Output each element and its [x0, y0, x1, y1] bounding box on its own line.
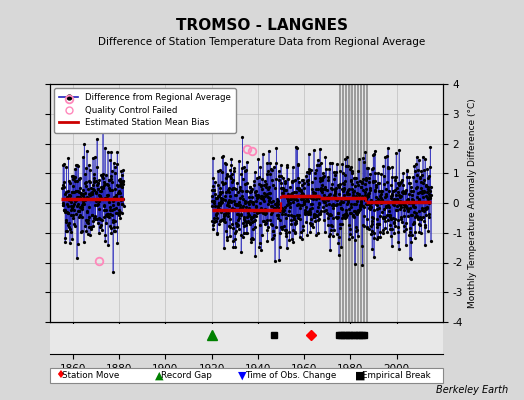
Text: TROMSO - LANGNES: TROMSO - LANGNES	[176, 18, 348, 34]
Text: Station Move: Station Move	[62, 371, 119, 380]
Text: ▼: ▼	[238, 370, 247, 380]
Text: Record Gap: Record Gap	[161, 371, 212, 380]
Text: Empirical Break: Empirical Break	[362, 371, 431, 380]
Text: Station Move: Station Move	[62, 371, 119, 380]
Text: Berkeley Earth: Berkeley Earth	[436, 385, 508, 395]
Text: Difference of Station Temperature Data from Regional Average: Difference of Station Temperature Data f…	[99, 37, 425, 47]
Text: Record Gap: Record Gap	[161, 371, 212, 380]
Text: ▼: ▼	[238, 370, 247, 380]
Text: ■: ■	[355, 370, 366, 380]
Text: Time of Obs. Change: Time of Obs. Change	[245, 371, 336, 380]
Text: ♦: ♦	[55, 370, 65, 380]
Text: Empirical Break: Empirical Break	[362, 371, 431, 380]
Text: ▲: ▲	[155, 370, 163, 380]
Text: Time of Obs. Change: Time of Obs. Change	[245, 371, 336, 380]
Legend: Difference from Regional Average, Quality Control Failed, Estimated Station Mean: Difference from Regional Average, Qualit…	[54, 88, 236, 132]
Text: ♦: ♦	[55, 370, 65, 380]
Text: ▲: ▲	[155, 370, 163, 380]
Y-axis label: Monthly Temperature Anomaly Difference (°C): Monthly Temperature Anomaly Difference (…	[468, 98, 477, 308]
Text: ■: ■	[355, 370, 366, 380]
